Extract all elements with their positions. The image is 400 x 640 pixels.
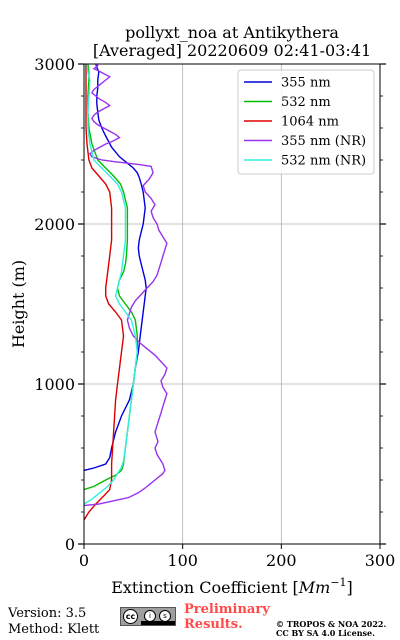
series-line-3 (84, 64, 168, 507)
version-label: Version: 3.5 (8, 606, 87, 621)
preliminary-line-1: Preliminary (184, 602, 270, 617)
y-tick-label-3: 3000 (34, 55, 75, 74)
x-tick-label-0: 0 (79, 551, 89, 570)
legend-label-3: 355 nm (NR) (281, 134, 366, 149)
y-tick-label-2: 2000 (34, 215, 75, 234)
y-tick-label-0: 0 (65, 535, 75, 554)
plot-frame (83, 63, 381, 545)
legend-box (237, 69, 375, 175)
legend-label-1: 532 nm (281, 95, 331, 110)
method-label: Method: Klett (8, 622, 100, 637)
series-line-1 (84, 64, 139, 491)
series-line-4 (84, 64, 139, 505)
legend-label-4: 532 nm (NR) (281, 154, 366, 169)
y-tick-label-1: 1000 (34, 375, 75, 394)
series-line-2 (84, 64, 125, 521)
preliminary-line-2: Results. (184, 617, 243, 632)
chart-title-line-2: [Averaged] 20220609 02:41-03:41 (92, 41, 372, 60)
cc-icon: cc (123, 609, 138, 624)
chart-title-line-1: pollyxt_noa at Antikythera (125, 23, 339, 42)
x-tick-label-3: 300 (365, 551, 396, 570)
copyright-notice: © TROPOS & NOA 2022. CC BY SA 4.0 Licens… (276, 620, 386, 638)
version-info: Version: 3.5 Method: Klett (8, 606, 99, 638)
copyright-line-2: CC BY SA 4.0 License. (276, 628, 375, 638)
y-axis-label: Height (m) (9, 260, 28, 348)
x-tick-label-1: 100 (167, 551, 198, 570)
preliminary-notice: Preliminary Results. (184, 602, 270, 632)
cc-license-badge: cc i s (120, 607, 176, 626)
legend-label-2: 1064 nm (281, 115, 339, 130)
x-axis-label: Extinction Coefficient [Mm−1] (111, 576, 353, 597)
legend-label-0: 355 nm (281, 76, 331, 91)
x-tick-label-2: 200 (266, 551, 297, 570)
badge-strip (141, 621, 175, 625)
copyright-line-1: © TROPOS & NOA 2022. (276, 619, 387, 629)
